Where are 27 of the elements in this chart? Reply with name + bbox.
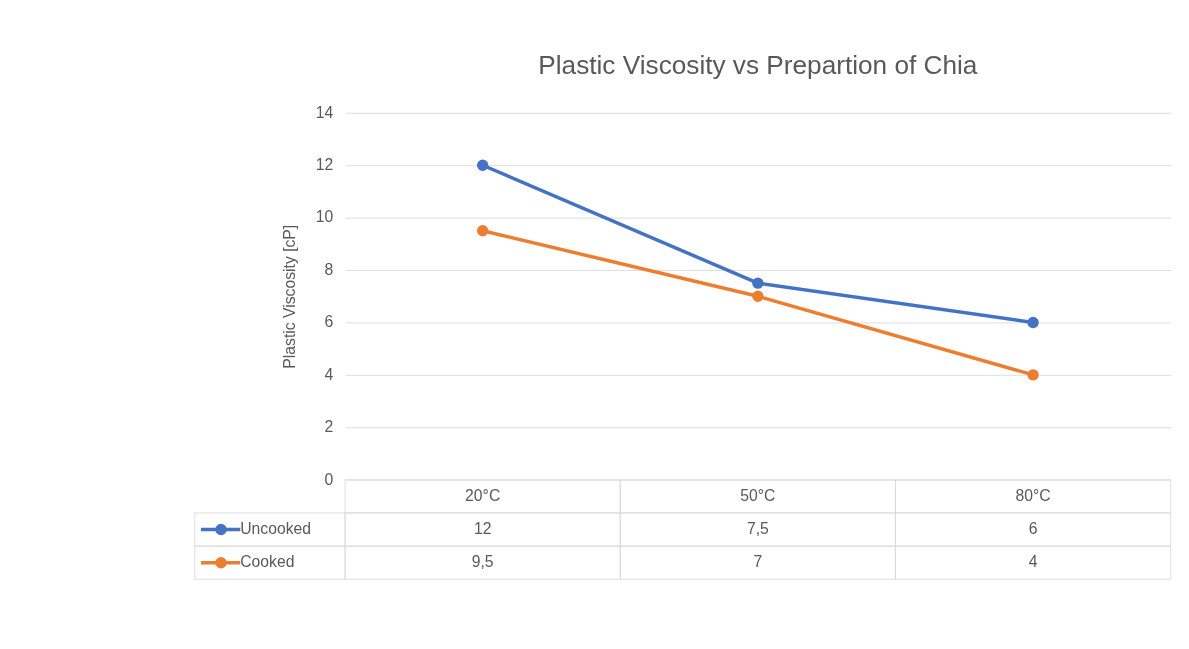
data-label: 9,5 <box>471 553 494 571</box>
y-tick-label: 6 <box>324 313 334 331</box>
point <box>1027 316 1039 329</box>
y-tick-label: 0 <box>324 470 334 488</box>
y-tick-label: 12 <box>315 156 334 174</box>
point <box>476 225 489 237</box>
y-tick-label: 14 <box>315 103 334 121</box>
x-tick-label: 50°C <box>740 486 776 504</box>
y-axis-title: Plastic Viscosity [cP] <box>280 224 298 369</box>
y-tick-label: 2 <box>324 418 334 436</box>
legend-label: Uncooked <box>240 519 312 537</box>
point <box>476 159 489 171</box>
x-tick-label: 20°C <box>465 486 501 504</box>
point <box>752 290 764 302</box>
chart-title: Plastic Viscosity vs Prepartion of Chia <box>538 49 978 80</box>
data-label: 6 <box>1028 519 1038 537</box>
point <box>1027 369 1039 381</box>
data-label: 4 <box>1028 553 1038 571</box>
data-label: 12 <box>473 519 492 537</box>
point <box>752 277 764 289</box>
y-tick-label: 4 <box>324 365 334 383</box>
x-tick-label: 80°C <box>1015 486 1051 504</box>
legend-label: Cooked <box>240 553 295 571</box>
y-tick-label: 8 <box>324 260 334 278</box>
y-tick-label: 10 <box>315 208 334 226</box>
data-label: 7,5 <box>746 519 770 537</box>
data-label: 7 <box>753 553 763 571</box>
